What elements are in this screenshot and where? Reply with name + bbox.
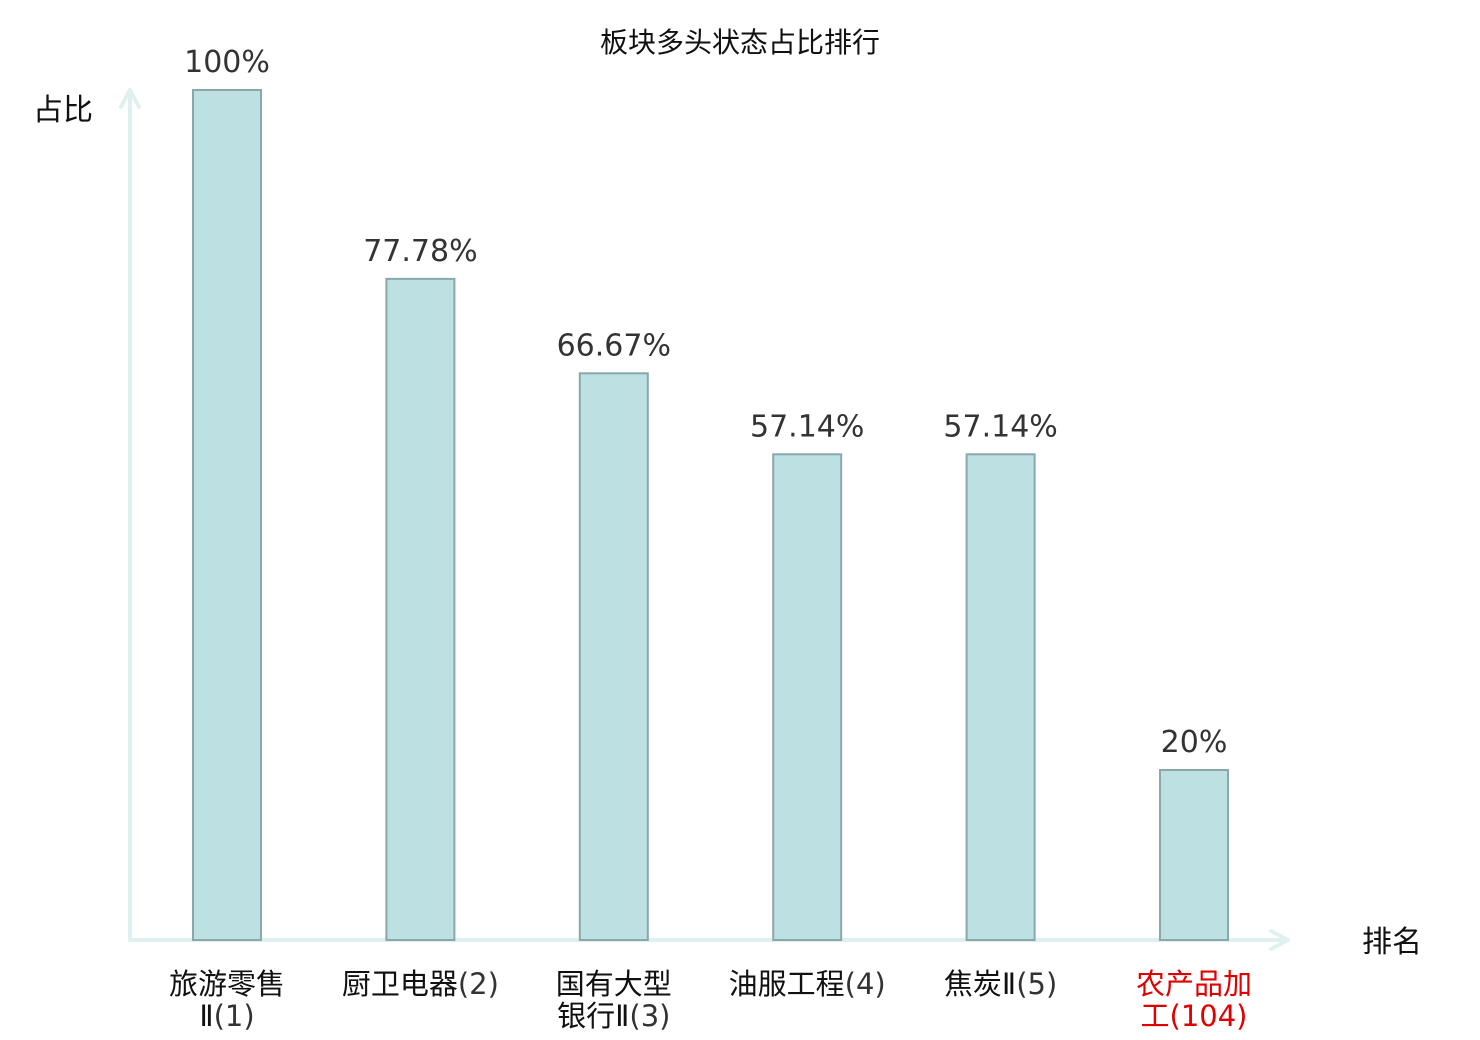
value-label-5: 20%: [1161, 725, 1228, 760]
tick-label-5-line-0: 农产品加: [1136, 967, 1252, 1001]
tick-label-4-line-0: 焦炭Ⅱ(5): [944, 967, 1057, 1001]
bar-3: [772, 453, 843, 941]
value-label-0: 100%: [184, 45, 270, 80]
tick-name: Ⅱ: [199, 999, 213, 1033]
tick-label-0-line-0: 旅游零售: [169, 967, 285, 1001]
tick-rank: (2): [458, 967, 499, 1001]
tick-name: 旅游零售: [169, 967, 285, 1001]
y-axis-arrow: [119, 88, 141, 109]
x-axis-arrow: [1269, 929, 1290, 951]
tick-rank: (3): [629, 999, 670, 1033]
tick-rank: (5): [1016, 967, 1057, 1001]
bar-0: [192, 89, 262, 941]
tick-rank: (104): [1170, 999, 1248, 1033]
value-label-1: 77.78%: [363, 234, 477, 269]
x-axis-label: 排名: [1362, 925, 1422, 960]
tick-label-2-line-1: 银行Ⅱ(3): [557, 999, 670, 1033]
tick-name: 农产品加: [1136, 967, 1252, 1001]
value-label-4: 57.14%: [943, 409, 1057, 444]
tick-label-1-line-0: 厨卫电器(2): [342, 967, 499, 1001]
tick-label-5-line-1: 工(104): [1141, 999, 1248, 1033]
bar-2: [578, 372, 649, 941]
tick-name: 银行Ⅱ: [557, 999, 629, 1033]
tick-name: 国有大型: [556, 967, 672, 1001]
value-labels-group: 100% 77.78% 66.67% 57.14% 57.14% 20%: [184, 45, 1227, 760]
chart-title: 板块多头状态占比排行: [600, 26, 880, 59]
bar-5: [1159, 769, 1229, 941]
tick-rank: (4): [845, 967, 886, 1001]
tick-rank: (1): [214, 999, 255, 1033]
tick-label-0-line-1: Ⅱ(1): [199, 999, 254, 1033]
tick-label-2-line-0: 国有大型: [556, 967, 672, 1001]
value-label-2: 66.67%: [557, 328, 671, 363]
bar-4: [965, 453, 1036, 941]
y-axis-label: 占比: [33, 93, 93, 128]
bars-group: [192, 89, 1229, 941]
tick-label-3-line-0: 油服工程(4): [729, 967, 886, 1001]
bar-1: [385, 277, 456, 941]
value-label-3: 57.14%: [750, 409, 864, 444]
tick-name: 焦炭Ⅱ: [944, 967, 1016, 1001]
tick-name: 油服工程: [729, 967, 845, 1001]
tick-name: 厨卫电器: [342, 967, 458, 1001]
tick-name: 工: [1141, 999, 1170, 1033]
